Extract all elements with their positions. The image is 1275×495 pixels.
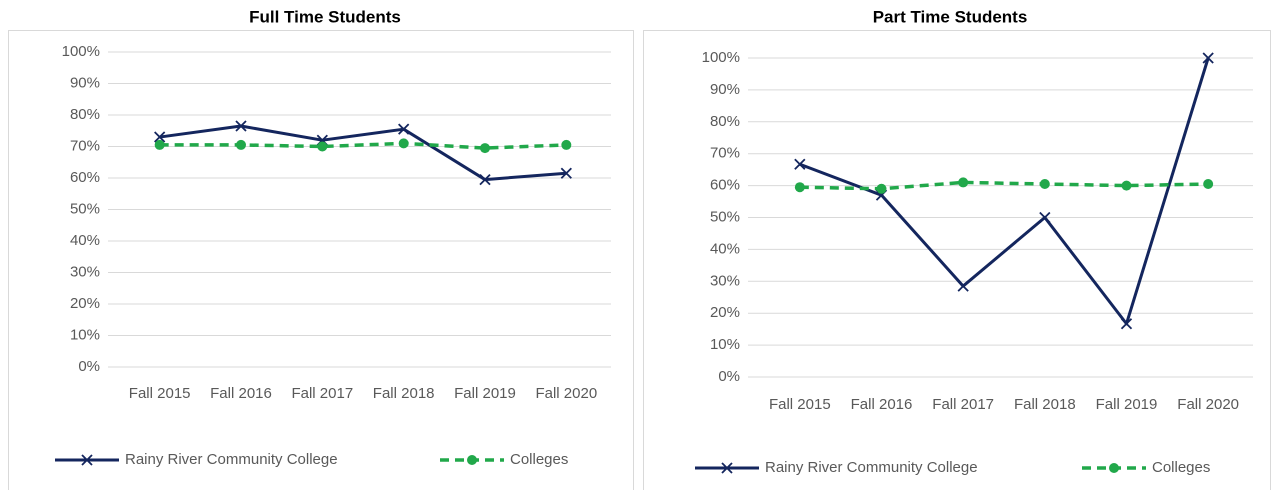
x-tick-label: Fall 2016 [851,396,913,413]
legend-label: Colleges [1152,459,1210,476]
y-tick-label: 50% [710,208,740,225]
x-tick-label: Fall 2016 [210,385,272,402]
data-line [799,180,1209,191]
point-marker [721,462,733,474]
data-line [159,141,567,150]
y-tick-label: 70% [710,145,740,162]
y-tick-label: 0% [718,368,740,385]
point-marker [479,173,491,186]
x-tick-label: Fall 2017 [291,385,353,402]
y-tick-label: 100% [62,43,100,60]
x-tick-label: Fall 2018 [1014,396,1076,413]
y-tick-label: 20% [710,304,740,321]
point-marker [794,182,805,193]
point-marker [81,454,93,466]
y-tick-label: 0% [78,358,100,375]
point-marker [958,177,969,188]
y-tick-label: 30% [70,263,100,280]
x-tick-label: Fall 2019 [1096,396,1158,413]
point-marker [480,143,490,154]
y-tick-label: 50% [70,200,100,217]
y-tick-label: 80% [70,106,100,123]
x-tick-label: Fall 2019 [454,385,516,402]
point-marker [398,138,409,149]
chart-frame [643,30,1271,495]
point-marker [1120,318,1133,330]
point-marker [236,139,246,150]
point-marker [560,167,572,179]
chart-frame [8,30,634,495]
chart-title: Full Time Students [249,7,401,26]
legend-label: Rainy River Community College [125,451,338,468]
x-tick-label: Fall 2018 [373,385,435,402]
point-marker [957,280,969,292]
x-tick-label: Fall 2020 [535,385,597,402]
y-tick-label: 60% [710,177,740,194]
point-marker [561,139,572,150]
point-marker [398,123,410,135]
point-marker [235,120,247,132]
y-tick-label: 10% [710,336,740,353]
x-tick-label: Fall 2020 [1177,396,1239,413]
point-marker [876,183,887,194]
point-marker [1039,179,1050,190]
point-marker [317,141,328,152]
point-marker [1039,211,1051,224]
y-tick-label: 60% [70,169,100,186]
y-tick-label: 100% [702,49,740,66]
y-tick-label: 70% [70,137,100,154]
chart-title: Part Time Students [873,7,1028,26]
point-marker [794,158,806,170]
y-tick-label: 90% [710,81,740,98]
legend-label: Rainy River Community College [765,459,978,476]
y-tick-label: 10% [70,326,100,343]
y-tick-label: 40% [70,232,100,249]
y-tick-label: 20% [70,295,100,312]
y-tick-label: 30% [710,272,740,289]
point-marker [1202,52,1214,64]
x-tick-label: Fall 2017 [932,396,994,413]
point-marker [154,131,166,143]
point-marker [1203,179,1214,190]
y-tick-label: 90% [70,74,100,91]
data-line [159,124,567,182]
x-tick-label: Fall 2015 [769,396,831,413]
x-tick-label: Fall 2015 [129,385,191,402]
point-marker [1121,180,1132,191]
legend-label: Colleges [510,451,568,468]
point-marker [467,455,477,465]
point-marker [154,139,165,150]
y-tick-label: 80% [710,113,740,130]
y-tick-label: 40% [710,240,740,257]
point-marker [1109,463,1119,473]
data-line [799,57,1210,326]
